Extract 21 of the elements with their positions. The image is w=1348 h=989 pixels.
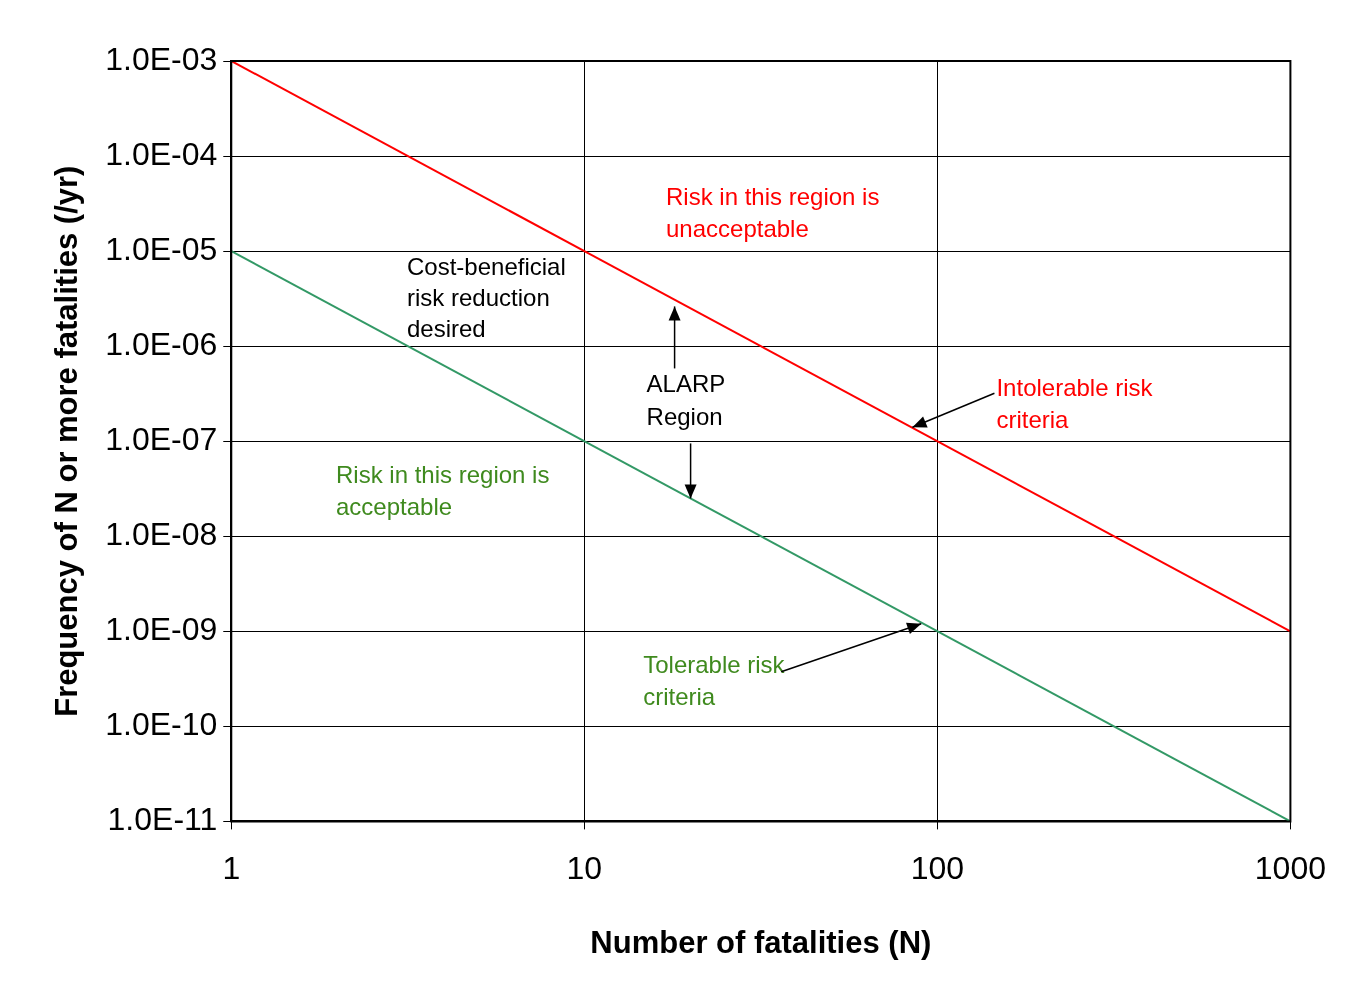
y-tick-label: 1.0E-03 (105, 40, 218, 77)
y-tick-label: 1.0E-07 (105, 421, 218, 458)
annotation: Intolerable risk criteria (996, 373, 1154, 433)
x-tick-label: 10 (566, 850, 603, 887)
annotation: Risk in this region is unacceptable (666, 182, 880, 242)
annotation: Tolerable risk criteria (643, 651, 786, 711)
y-tick-label: 1.0E-05 (105, 230, 218, 267)
annotation: ALARP Region (646, 370, 726, 431)
annotation: Cost-beneficial risk reduction desired (407, 252, 566, 342)
annotation: Risk in this region is acceptable (336, 460, 550, 520)
y-tick-label: 1.0E-10 (105, 706, 218, 743)
x-tick-label: 1 (222, 850, 241, 887)
y-tick-label: 1.0E-04 (105, 135, 218, 172)
y-tick-label: 1.0E-09 (105, 611, 218, 648)
y-tick-label: 1.0E-08 (105, 516, 218, 553)
y-tick-label: 1.0E-11 (107, 801, 218, 838)
y-tick-label: 1.0E-06 (105, 325, 218, 362)
y-axis-title: Frequency of N or more fatalities (/yr) (49, 165, 85, 717)
x-tick-label: 100 (910, 850, 965, 887)
x-tick-label: 1000 (1254, 850, 1326, 887)
x-axis-title: Number of fatalities (N) (590, 924, 932, 960)
